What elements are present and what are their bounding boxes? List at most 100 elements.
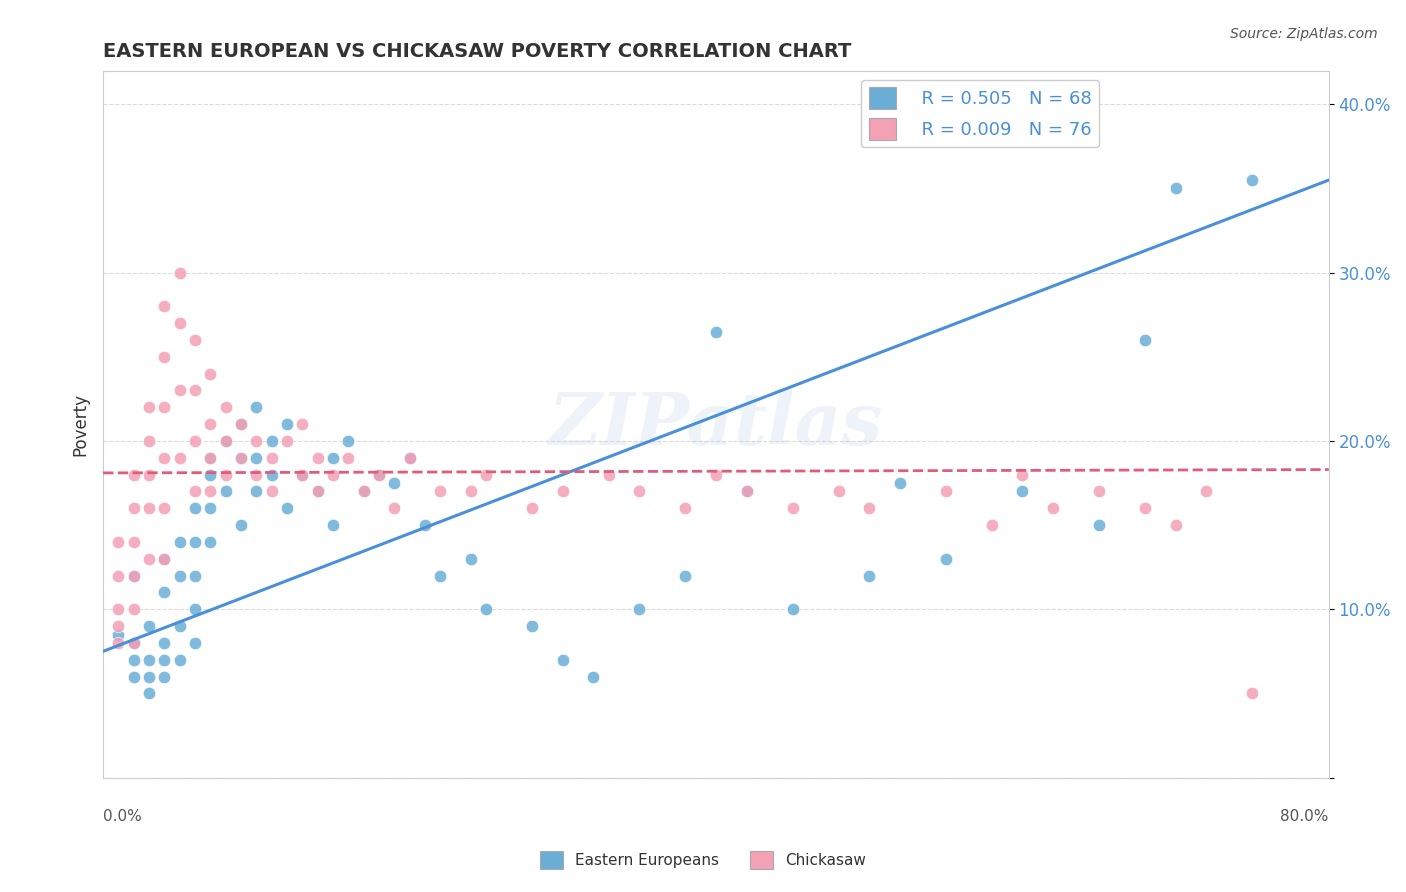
Point (382, 476, 405, 491)
Point (184, 434, 207, 448)
Point (138, 653, 160, 667)
Point (184, 333, 207, 347)
Point (200, 501, 222, 516)
Point (475, 602, 498, 616)
Point (169, 653, 191, 667)
Point (260, 467, 283, 482)
Point (520, 619, 543, 633)
Point (153, 551, 176, 566)
Point (122, 653, 145, 667)
Point (107, 636, 129, 650)
Point (107, 568, 129, 582)
Point (184, 501, 207, 516)
Point (184, 384, 207, 398)
Legend:   R = 0.505   N = 68,   R = 0.009   N = 76: R = 0.505 N = 68, R = 0.009 N = 76 (862, 79, 1099, 147)
Point (1241, 686, 1264, 700)
Point (122, 501, 145, 516)
Point (200, 484, 222, 499)
Point (138, 686, 160, 700)
Point (307, 484, 329, 499)
Point (169, 619, 191, 633)
Point (276, 417, 298, 431)
Point (215, 467, 238, 482)
Point (322, 467, 344, 482)
Point (122, 636, 145, 650)
Point (1011, 467, 1033, 482)
Point (153, 636, 176, 650)
Point (200, 467, 222, 482)
Point (322, 518, 344, 533)
Point (1133, 333, 1156, 347)
Point (169, 568, 191, 582)
Point (827, 484, 849, 499)
Point (980, 518, 1002, 533)
Point (229, 450, 252, 465)
Point (245, 467, 267, 482)
Y-axis label: Poverty: Poverty (72, 392, 89, 456)
Point (229, 518, 252, 533)
Point (1133, 501, 1156, 516)
Point (551, 484, 574, 499)
Point (245, 401, 267, 415)
Point (169, 450, 191, 465)
Point (229, 417, 252, 431)
Point (889, 476, 911, 491)
Point (153, 350, 176, 364)
Point (307, 484, 329, 499)
Point (291, 467, 314, 482)
Point (107, 619, 129, 633)
Point (413, 518, 436, 533)
Point (107, 627, 129, 641)
Point (122, 467, 145, 482)
Point (169, 535, 191, 549)
Point (276, 434, 298, 448)
Point (153, 401, 176, 415)
Point (628, 484, 651, 499)
Point (138, 619, 160, 633)
Point (200, 450, 222, 465)
Point (138, 401, 160, 415)
Point (200, 367, 222, 381)
Point (628, 602, 651, 616)
Point (582, 670, 605, 684)
Point (153, 299, 176, 313)
Point (291, 417, 314, 431)
Point (704, 325, 727, 339)
Point (122, 535, 145, 549)
Point (138, 551, 160, 566)
Point (200, 417, 222, 431)
Point (735, 484, 758, 499)
Point (260, 450, 283, 465)
Point (520, 501, 543, 516)
Point (153, 670, 176, 684)
Point (122, 670, 145, 684)
Point (367, 467, 389, 482)
Point (367, 467, 389, 482)
Point (229, 417, 252, 431)
Point (153, 450, 176, 465)
Point (429, 484, 451, 499)
Point (322, 450, 344, 465)
Point (184, 602, 207, 616)
Point (215, 434, 238, 448)
Point (1011, 484, 1033, 499)
Point (169, 316, 191, 330)
Point (153, 551, 176, 566)
Point (337, 434, 360, 448)
Point (122, 568, 145, 582)
Point (551, 653, 574, 667)
Point (138, 670, 160, 684)
Point (107, 602, 129, 616)
Text: ZIPatlas: ZIPatlas (548, 389, 883, 459)
Point (337, 450, 360, 465)
Point (153, 653, 176, 667)
Point (122, 568, 145, 582)
Point (153, 585, 176, 599)
Point (1164, 518, 1187, 533)
Point (200, 535, 222, 549)
Point (260, 484, 283, 499)
Text: 0.0%: 0.0% (103, 809, 142, 824)
Point (782, 501, 804, 516)
Point (169, 384, 191, 398)
Point (460, 551, 482, 566)
